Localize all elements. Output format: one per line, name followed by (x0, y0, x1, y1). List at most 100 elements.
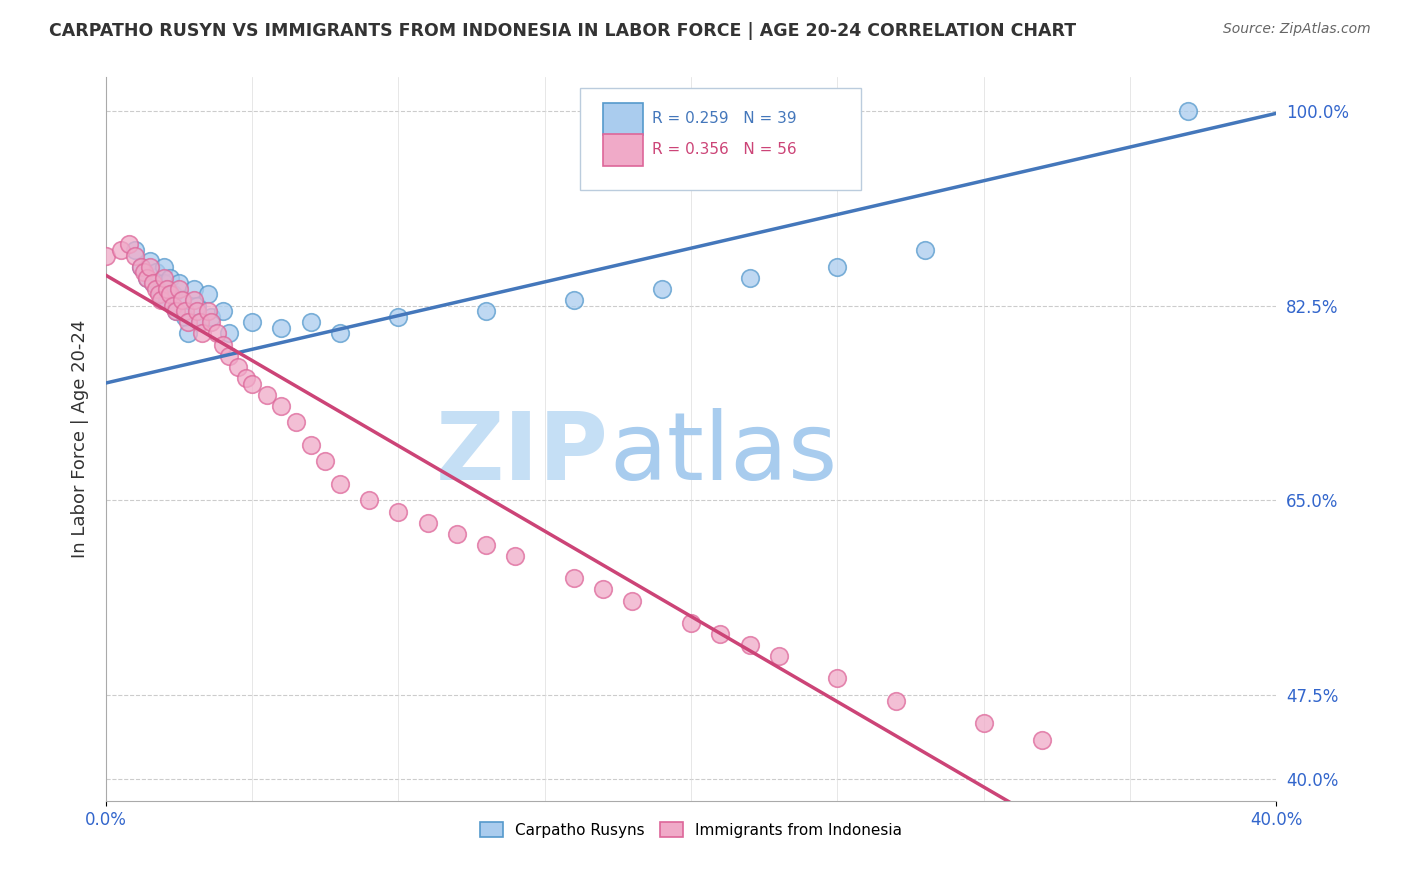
Point (314, 454, 336, 468)
Point (156, 282, 179, 296)
Point (329, 476, 352, 491)
Point (359, 493, 381, 508)
Point (914, 243, 936, 257)
Point (170, 293, 193, 307)
Point (226, 359, 249, 374)
Point (188, 315, 211, 329)
Point (475, 538, 498, 552)
Text: Source: ZipAtlas.com: Source: ZipAtlas.com (1223, 22, 1371, 37)
Point (177, 315, 200, 329)
Point (148, 287, 170, 301)
Point (142, 277, 165, 291)
Point (285, 416, 308, 430)
Point (240, 376, 263, 391)
Point (156, 293, 179, 307)
Point (153, 260, 176, 274)
Point (299, 438, 322, 452)
Point (135, 270, 157, 285)
Point (218, 349, 240, 363)
Point (150, 293, 173, 307)
Point (153, 270, 176, 285)
Y-axis label: In Labor Force | Age 20-24: In Labor Force | Age 20-24 (72, 320, 89, 558)
Point (170, 293, 193, 307)
Point (159, 287, 181, 301)
Point (270, 399, 292, 413)
Point (110, 243, 132, 257)
Point (188, 315, 211, 329)
Point (205, 326, 228, 341)
Point (200, 310, 222, 324)
Point (191, 326, 214, 341)
Point (165, 304, 187, 318)
Point (139, 254, 162, 268)
Point (197, 287, 219, 301)
Point (132, 265, 155, 279)
Point (186, 299, 208, 313)
Point (174, 304, 197, 318)
Point (167, 277, 190, 291)
Point (562, 571, 585, 585)
Point (827, 672, 849, 686)
Point (94, 248, 117, 262)
Point (145, 265, 167, 279)
Point (592, 582, 614, 597)
Point (212, 337, 235, 351)
Point (256, 387, 278, 401)
Point (738, 270, 761, 285)
Point (973, 716, 995, 731)
Point (177, 326, 200, 341)
Point (212, 304, 235, 318)
Point (562, 293, 585, 307)
Point (709, 627, 731, 641)
Point (150, 287, 173, 301)
Point (139, 260, 162, 274)
Point (162, 299, 184, 313)
Point (129, 260, 152, 274)
Point (118, 237, 141, 252)
Point (218, 326, 240, 341)
Text: ZIP: ZIP (436, 408, 609, 500)
Point (827, 260, 849, 274)
Legend: Carpatho Rusyns, Immigrants from Indonesia: Carpatho Rusyns, Immigrants from Indones… (474, 815, 908, 844)
Point (621, 593, 644, 607)
Point (159, 270, 181, 285)
Point (153, 277, 176, 291)
Point (165, 304, 187, 318)
Point (387, 310, 409, 324)
Point (299, 315, 322, 329)
Point (197, 304, 219, 318)
FancyBboxPatch shape (579, 88, 860, 190)
Point (768, 649, 790, 664)
Point (475, 304, 498, 318)
Point (200, 315, 222, 329)
Point (124, 243, 146, 257)
Point (183, 293, 205, 307)
Point (387, 504, 409, 518)
Point (148, 282, 170, 296)
Point (1031, 732, 1053, 747)
Text: atlas: atlas (609, 408, 838, 500)
Point (142, 277, 165, 291)
Point (240, 315, 263, 329)
Point (1177, 103, 1199, 118)
Point (679, 615, 702, 630)
Point (183, 282, 205, 296)
Point (651, 282, 673, 296)
Point (129, 260, 152, 274)
Point (145, 282, 167, 296)
Point (162, 287, 184, 301)
Point (738, 638, 761, 652)
Text: CARPATHO RUSYN VS IMMIGRANTS FROM INDONESIA IN LABOR FORCE | AGE 20-24 CORRELATI: CARPATHO RUSYN VS IMMIGRANTS FROM INDONE… (49, 22, 1077, 40)
Point (884, 694, 907, 708)
Text: R = 0.259   N = 39: R = 0.259 N = 39 (652, 112, 797, 126)
Point (124, 248, 146, 262)
Point (329, 326, 352, 341)
Point (505, 549, 527, 563)
Point (167, 282, 190, 296)
Point (186, 304, 208, 318)
FancyBboxPatch shape (603, 134, 643, 166)
Point (416, 516, 439, 530)
Point (174, 310, 197, 324)
Point (235, 371, 257, 385)
Point (446, 526, 468, 541)
